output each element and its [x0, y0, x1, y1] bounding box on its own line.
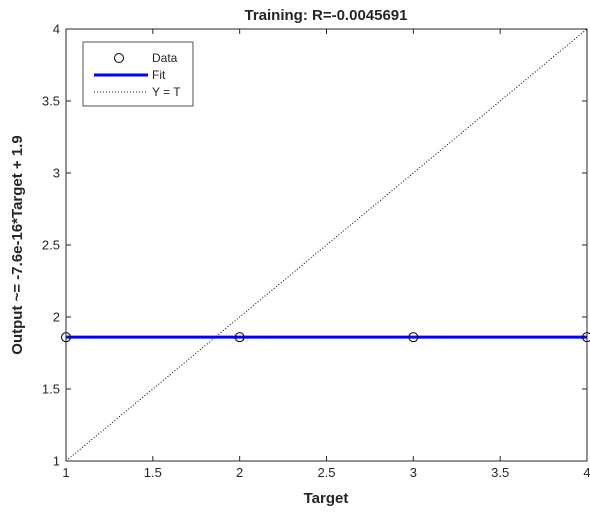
y-tick-label: 2.5 — [42, 238, 60, 253]
chart-title: Training: R=-0.0045691 — [245, 7, 408, 24]
x-tick-label: 3.5 — [491, 465, 509, 480]
y-tick-label: 2 — [53, 310, 60, 325]
y-tick-label: 3 — [53, 166, 60, 181]
legend-data-label: Data — [152, 51, 178, 65]
y-axis-label: Output ~= -7.6e-16*Target + 1.9 — [9, 135, 26, 354]
x-tick-label: 2 — [236, 465, 243, 480]
y-tick-label: 3.5 — [42, 94, 60, 109]
x-axis-label: Target — [304, 490, 349, 507]
y-tick-label: 1 — [53, 454, 60, 469]
legend-identity-label: Y = T — [152, 85, 181, 99]
legend-fit-label: Fit — [152, 68, 166, 82]
y-tick-label: 4 — [53, 22, 60, 37]
x-tick-label: 1.5 — [144, 465, 162, 480]
y-tick-label: 1.5 — [42, 382, 60, 397]
x-tick-label: 2.5 — [317, 465, 335, 480]
legend: Data Fit Y = T — [83, 42, 193, 106]
x-tick-label: 1 — [62, 465, 69, 480]
x-tick-label: 3 — [410, 465, 417, 480]
x-tick-label: 4 — [583, 465, 590, 480]
